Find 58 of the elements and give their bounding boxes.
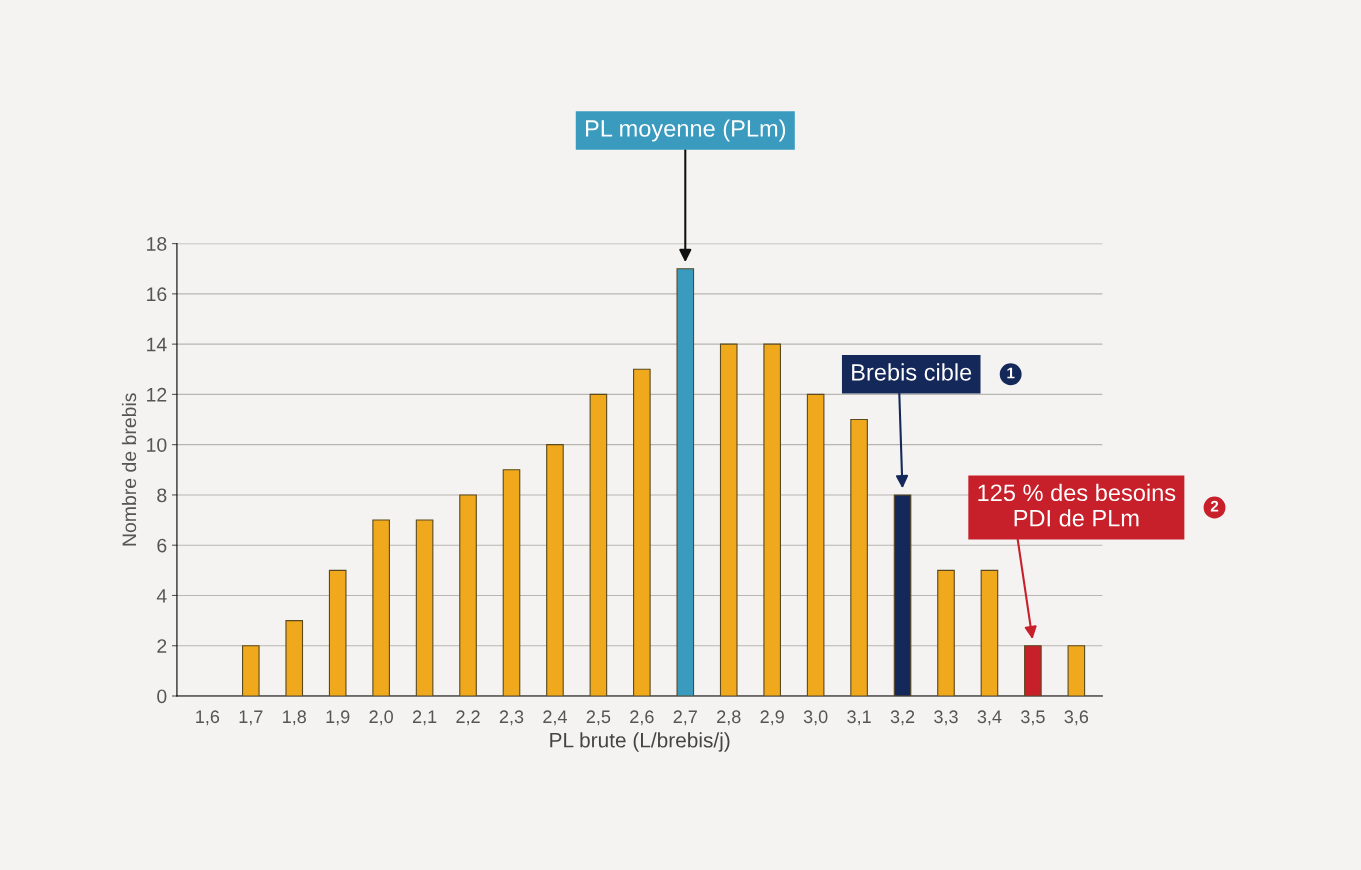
x-tick-label: 3,0 (803, 710, 828, 726)
x-axis-title: PL brute (L/brebis/j) (550, 732, 730, 752)
bar (546, 444, 564, 696)
x-tick-label: 1,7 (239, 710, 263, 726)
bar (459, 494, 477, 696)
y-tick-label: 2 (157, 639, 167, 653)
y-tick-label: 18 (147, 237, 167, 251)
bar (372, 519, 390, 696)
x-tick-label: 1,6 (196, 710, 220, 726)
bar (589, 393, 608, 696)
x-tick-label: 3,2 (890, 710, 915, 726)
text: 2 (1210, 500, 1219, 512)
x-tick-label: 3,3 (934, 710, 958, 726)
y-tick-label: 0 (157, 689, 167, 704)
x-tick-label: 2,2 (456, 710, 480, 726)
bar (676, 268, 695, 696)
bar (502, 469, 521, 696)
y-tick-label: 12 (147, 387, 167, 402)
x-tick-label: 2,9 (760, 710, 784, 726)
x-tick-label: 2,4 (543, 710, 567, 726)
bar (763, 343, 782, 696)
x-tick-label: 2,6 (630, 710, 654, 726)
bar (806, 393, 825, 696)
x-tick-label: 2,0 (369, 710, 393, 726)
y-tick-label: 16 (147, 287, 167, 302)
x-tick-label: 3,5 (1021, 710, 1045, 726)
x-tick-label: 3,1 (847, 710, 871, 726)
x-tick-label: 2,3 (499, 710, 524, 726)
bar (850, 418, 868, 696)
bar (285, 620, 304, 696)
x-tick-label: 2,1 (412, 710, 437, 726)
bar (893, 494, 912, 696)
annotation: PL moyenne (PLm) (585, 119, 786, 142)
y-tick-label: 4 (156, 589, 167, 603)
y-tick-label: 10 (147, 438, 167, 452)
x-tick-label: 2,8 (717, 710, 741, 726)
y-tick-label: 14 (147, 337, 167, 352)
annotation: Brebis cible (852, 363, 972, 381)
x-tick-label: 2,5 (586, 710, 611, 726)
y-axis-title: Nombre de brebis (121, 393, 137, 546)
x-tick-label: 3,4 (977, 710, 1002, 726)
annotation: 1 (1007, 367, 1015, 379)
bar (328, 569, 347, 696)
bar (633, 368, 651, 696)
x-tick-label: 1,9 (326, 710, 350, 726)
bar (1067, 645, 1086, 696)
annotation: 125 % des besoins PDI de PLm (978, 483, 1176, 527)
x-tick-label: 1,8 (283, 710, 307, 726)
bar (719, 343, 738, 696)
bar (1024, 645, 1042, 696)
x-tick-label: 2,7 (673, 710, 697, 726)
bar (937, 569, 955, 696)
bar (415, 519, 434, 696)
bar (241, 645, 260, 696)
x-tick-label: 3,6 (1064, 710, 1089, 726)
bar (980, 569, 999, 696)
y-tick-label: 6 (157, 538, 167, 553)
y-tick-label: 8 (157, 488, 167, 503)
